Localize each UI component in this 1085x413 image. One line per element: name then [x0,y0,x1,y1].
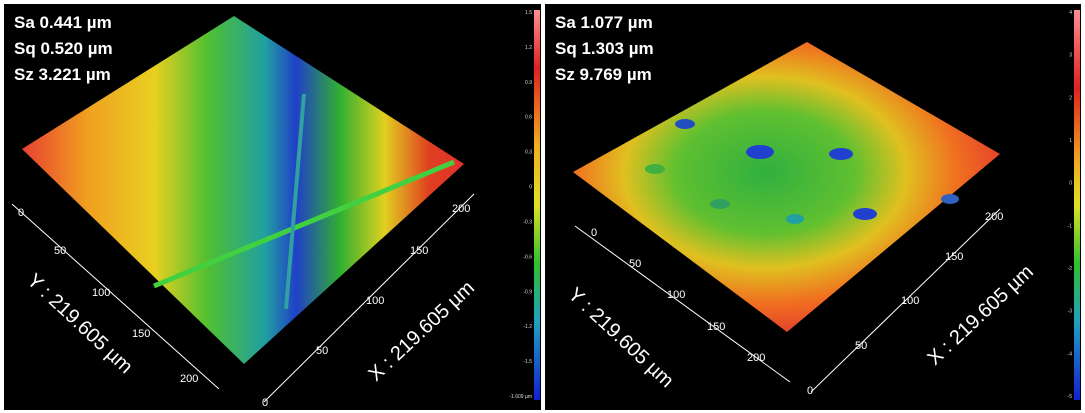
colorbar-tick-label: -1.609 µm [509,394,532,400]
right-colorbar-ticks: 4 3 2 1 0 -1 -2 -3 -4 -5 [1068,10,1073,400]
colorbar-tick-label: 0.6 [525,115,532,121]
right-surface-pit [829,148,853,160]
colorbar-tick-label: 1.2 [525,45,532,51]
left-surface-panel: 0 50 100 150 200 0 50 100 150 200 Y : 21… [4,4,541,410]
colorbar-tick-label: 3 [1069,53,1072,59]
right-y-tick: 100 [667,289,685,301]
left-colorbar [534,10,540,400]
colorbar-tick-label: -0.6 [523,254,532,260]
left-colorbar-ticks: 1.5 1.2 0.9 0.6 0.3 0 -0.3 -0.6 -0.9 -1.2 -1.5 -1.6… [509,10,532,400]
left-x-tick: 100 [366,295,384,307]
right-x-tick: 200 [985,211,1003,223]
colorbar-tick-label: 0 [529,185,532,191]
left-x-tick: 50 [316,345,328,357]
right-surface-pit [853,208,877,220]
left-sq-value: Sq 0.520 µm [14,39,113,58]
colorbar-tick-label: 4 [1069,10,1072,16]
colorbar-tick-label: 0 [1069,181,1072,187]
left-surface-plot: 0 50 100 150 200 0 50 100 150 200 Y : 21… [11,10,540,409]
right-y-axis-line [574,225,791,383]
right-surface [573,42,1000,332]
right-x-tick: 0 [807,385,813,397]
colorbar-tick-label: 0.3 [525,150,532,156]
right-y-tick: 50 [629,258,641,270]
colorbar-tick-label: -4 [1068,351,1073,357]
left-x-tick: 200 [452,203,470,215]
colorbar-tick-label: -3 [1068,309,1073,315]
right-sa-value: Sa 1.077 µm [555,13,653,32]
right-x-tick: 150 [945,251,963,263]
right-roughness-stats: Sa 1.077 µm Sq 1.303 µm Sz 9.769 µm [555,10,654,88]
left-sa-value: Sa 0.441 µm [14,13,112,32]
right-sz-value: Sz 9.769 µm [555,65,652,84]
colorbar-tick-label: -1 [1068,223,1073,229]
left-y-tick: 100 [92,287,110,299]
right-sq-value: Sq 1.303 µm [555,39,654,58]
colorbar-tick-label: 1.5 [525,10,532,16]
left-y-axis-line [11,203,220,390]
right-surface-pit [675,119,695,129]
colorbar-tick-label: 2 [1069,95,1072,101]
right-colorbar [1074,10,1080,400]
right-surface-pit [746,145,774,159]
colorbar-tick-label: -1.2 [523,324,532,330]
colorbar-tick-label: 0.9 [525,80,532,86]
right-x-tick: 100 [901,295,919,307]
right-surface-pit [710,199,730,209]
left-y-axis-label: Y : 219.605 µm [23,270,137,379]
left-x-tick: 150 [410,245,428,257]
left-x-tick: 0 [262,397,268,409]
left-x-axis-line [263,193,475,403]
colorbar-tick-label: -1.5 [523,359,532,365]
right-y-tick: 200 [747,352,765,364]
right-x-axis-label: X : 219.605 µm [923,261,1038,370]
left-y-tick: 150 [132,328,150,340]
colorbar-tick-label: 1 [1069,138,1072,144]
colorbar-tick-label: -5 [1068,394,1073,400]
left-sz-value: Sz 3.221 µm [14,65,111,84]
left-y-tick: 0 [18,207,24,219]
left-scratch-line [284,93,306,310]
left-y-tick: 200 [180,373,198,385]
colorbar-tick-label: -0.9 [523,289,532,295]
right-surface-panel: 0 50 100 150 200 0 50 100 150 200 Y : 21… [545,4,1081,410]
colorbar-tick-label: -2 [1068,266,1073,272]
right-y-axis-label: Y : 219.605 µm [564,284,678,393]
right-surface-plot: 0 50 100 150 200 0 50 100 150 200 Y : 21… [564,10,1080,400]
left-roughness-stats: Sa 0.441 µm Sq 0.520 µm Sz 3.221 µm [14,10,113,88]
left-x-axis-label: X : 219.605 µm [364,277,479,386]
right-surface-pit [786,214,804,224]
left-y-tick: 50 [54,245,66,257]
left-scratch-line [153,159,455,289]
right-x-tick: 50 [855,340,867,352]
right-surface-pit [941,194,959,204]
right-y-tick: 0 [591,227,597,239]
right-x-axis-line [810,208,1001,393]
right-y-tick: 150 [707,321,725,333]
colorbar-tick-label: -0.3 [523,219,532,225]
right-surface-pit [645,164,665,174]
left-surface [22,16,464,364]
